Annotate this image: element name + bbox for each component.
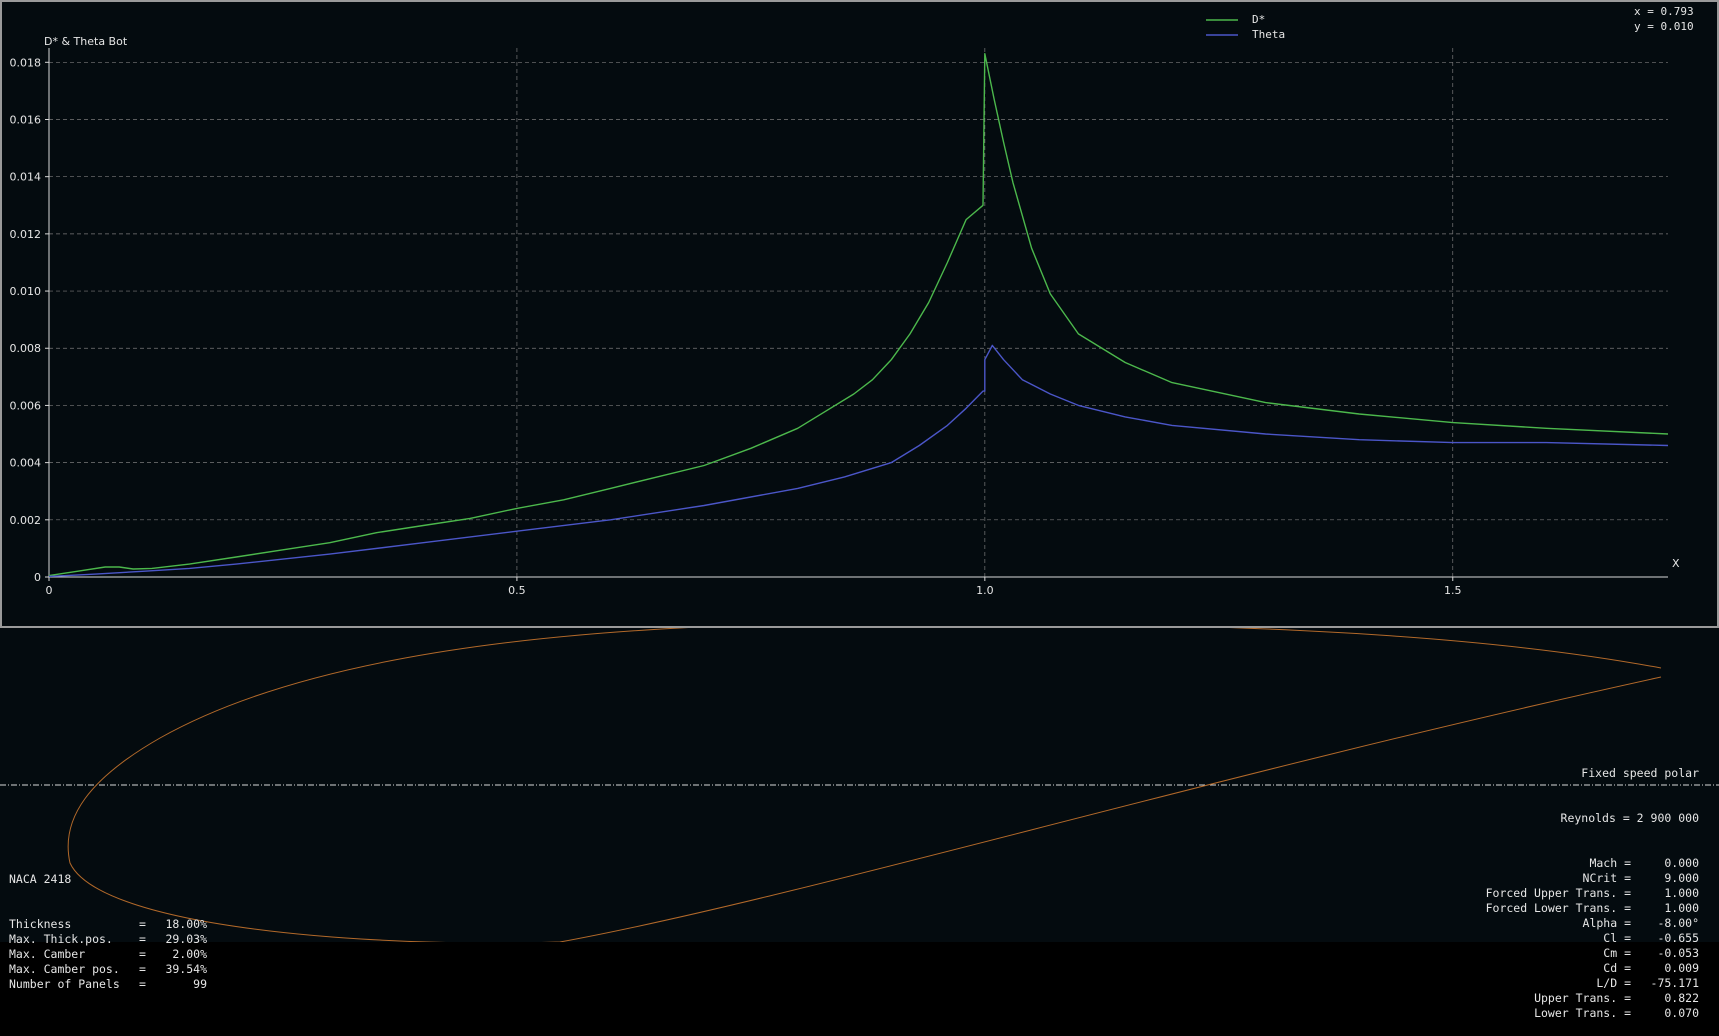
polar-row-label: Forced Upper Trans. = (1485, 886, 1631, 900)
polar-row-label: Upper Trans. = (1534, 991, 1631, 1005)
airfoil-contour (67, 628, 1662, 942)
foil-prop-value: 2.00% (172, 947, 207, 961)
y-tick-label: 0.008 (10, 342, 42, 355)
polar-row: Lower Trans. = 0.070 (1486, 1006, 1699, 1021)
y-tick-label: 0.014 (10, 171, 42, 184)
foil-prop-row: Max. Camber = 2.00% (9, 947, 207, 962)
foil-prop-equals: = (139, 947, 146, 961)
x-axis-title: X (1672, 557, 1680, 570)
x-tick-label: 1.0 (976, 584, 994, 597)
foil-prop-label: Max. Camber (9, 947, 86, 961)
foil-prop-equals: = (139, 962, 146, 976)
x-tick-label: 0.5 (508, 584, 526, 597)
polar-row-value: 0.822 (1664, 991, 1699, 1005)
foil-prop-value: 29.03% (165, 932, 207, 946)
foil-prop-row: Number of Panels = 99 (9, 977, 207, 992)
polar-row-label: Cl = (1603, 931, 1631, 945)
foil-prop-value: 18.00% (165, 917, 207, 931)
series-line-theta (48, 344, 1669, 578)
legend-label-dstar: D* (1252, 13, 1265, 26)
series-lines (48, 53, 1669, 578)
polar-row: Cl = -0.655 (1486, 931, 1699, 946)
y-tick-label: 0.012 (10, 228, 42, 241)
foil-prop-value: 99 (193, 977, 207, 991)
cursor-x-readout: x = 0.793 (1634, 5, 1694, 18)
foil-name: NACA 2418 (9, 872, 72, 886)
grid-lines (49, 48, 1668, 577)
polar-row-value: -0.655 (1657, 931, 1699, 945)
x-tick-label: 0 (46, 584, 53, 597)
polar-row-label: Forced Lower Trans. = (1485, 901, 1631, 915)
thickness-chart[interactable]: 0 0.002 0.004 0.006 0.008 0.010 0.012 0.014 0.01… (0, 0, 1719, 628)
foil-prop-label: Thickness (9, 917, 72, 931)
polar-row-label: Cm = (1603, 946, 1631, 960)
polar-results: Fixed speed polar Reynolds = 2 900 000 M… (1486, 736, 1699, 1036)
airfoil-view[interactable] (0, 628, 1719, 942)
foil-prop-label: Max. Camber pos. (9, 962, 120, 976)
polar-row-value: 9.000 (1664, 871, 1699, 885)
polar-row-label: L/D = (1596, 976, 1631, 990)
foil-prop-label: Max. Thick.pos. (9, 932, 113, 946)
polar-row-value: -0.053 (1657, 946, 1699, 960)
polar-row: Alpha = -8.00° (1486, 916, 1699, 931)
polar-row-label: Alpha = (1582, 916, 1631, 930)
polar-row: Forced Lower Trans. = 1.000 (1486, 901, 1699, 916)
polar-row: Mach = 0.000 (1486, 856, 1699, 871)
foil-prop-row: Max. Thick.pos. = 29.03% (9, 932, 207, 947)
y-tick-label: 0.004 (10, 457, 42, 470)
polar-row: NCrit = 9.000 (1486, 871, 1699, 886)
foil-prop-equals: = (139, 932, 146, 946)
legend-label-theta: Theta (1252, 28, 1285, 41)
polar-row-value: -8.00° (1657, 916, 1699, 930)
y-tick-label: 0.002 (10, 514, 42, 527)
polar-row-label: NCrit = (1582, 871, 1631, 885)
y-tick-label: 0.016 (10, 113, 42, 126)
polar-row-value: 0.000 (1664, 856, 1699, 870)
y-tick-label: 0 (34, 571, 41, 584)
y-axis-title: D* & Theta Bot (44, 35, 128, 48)
foil-prop-row: Max. Camber pos. = 39.54% (9, 962, 207, 977)
foil-prop-equals: = (139, 977, 146, 991)
polar-row-value: -75.171 (1650, 976, 1699, 990)
foil-properties: NACA 2418 Thickness = 18.00% Max. Thick.pos… (9, 842, 207, 1007)
polar-row-value: 0.070 (1664, 1006, 1699, 1020)
legend: D* Theta (1206, 13, 1285, 41)
polar-row: Cm = -0.053 (1486, 946, 1699, 961)
polar-title: Fixed speed polar (1581, 766, 1699, 780)
foil-prop-label: Number of Panels (9, 977, 120, 991)
y-tick-label: 0.006 (10, 399, 42, 412)
foil-prop-equals: = (139, 917, 146, 931)
polar-row: L/D = -75.171 (1486, 976, 1699, 991)
polar-row: Cd = 0.009 (1486, 961, 1699, 976)
foil-prop-value: 39.54% (165, 962, 207, 976)
foil-prop-row: Thickness = 18.00% (9, 917, 207, 932)
series-line-dstar (48, 53, 1669, 577)
polar-row-label: Cd = (1603, 961, 1631, 975)
polar-row-value: 0.009 (1664, 961, 1699, 975)
graph-panel[interactable] (0, 0, 1719, 628)
cursor-y-readout: y = 0.010 (1634, 20, 1694, 33)
polar-reynolds: Reynolds = 2 900 000 (1560, 811, 1699, 825)
polar-row: Upper Trans. = 0.822 (1486, 991, 1699, 1006)
x-tick-label: 1.5 (1444, 584, 1462, 597)
axes: 0 0.002 0.004 0.006 0.008 0.010 0.012 0.014 0.01… (10, 48, 1668, 597)
polar-row: Forced Upper Trans. = 1.000 (1486, 886, 1699, 901)
y-tick-label: 0.018 (10, 56, 42, 69)
polar-row-value: 1.000 (1664, 901, 1699, 915)
polar-row-value: 1.000 (1664, 886, 1699, 900)
y-tick-label: 0.010 (10, 285, 42, 298)
polar-row-label: Lower Trans. = (1534, 1006, 1631, 1020)
polar-row-label: Mach = (1589, 856, 1631, 870)
